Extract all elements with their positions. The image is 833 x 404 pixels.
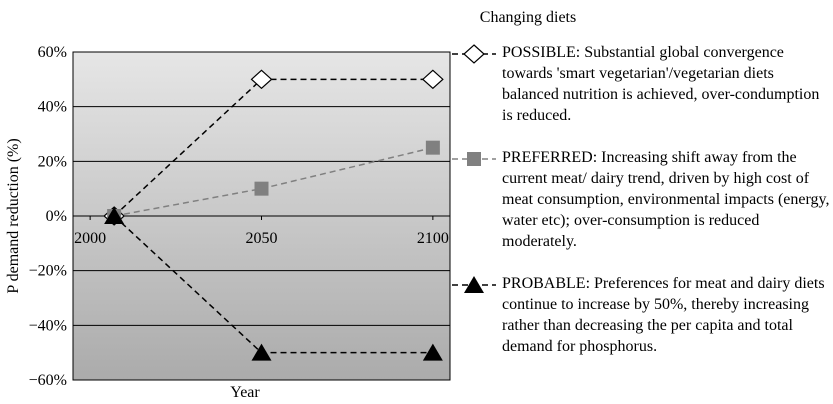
y-tick-label: −60% (29, 372, 67, 389)
marker (425, 140, 440, 155)
marker (421, 69, 444, 90)
x-axis-label: Year (230, 384, 260, 401)
y-tick-label: −40% (29, 317, 67, 334)
marker (464, 276, 484, 293)
marker (467, 152, 481, 166)
y-tick-label: 60% (38, 44, 67, 61)
x-tick-label: 2050 (246, 230, 278, 247)
legend-text: POSSIBLE: Substantial global convergence… (502, 44, 820, 124)
legend-symbol (452, 276, 496, 293)
marker (104, 207, 125, 224)
marker (254, 181, 269, 196)
y-tick-label: 40% (38, 99, 67, 116)
legend-symbol (452, 152, 496, 166)
y-tick-label: 0% (46, 208, 67, 225)
legend-entry: PREFERRED: Increasing shift away from th… (452, 147, 833, 252)
marker (250, 69, 273, 90)
y-tick-label: −20% (29, 263, 67, 280)
chart: Year P demand reduction (%) −60% −40% −20%… (5, 44, 451, 401)
legend-text: PROBABLE: Preferences for meat and dairy… (502, 275, 825, 355)
x-tick-label: 2000 (74, 230, 106, 247)
legend-entry: PROBABLE: Preferences for meat and dairy… (452, 273, 833, 357)
marker (463, 44, 485, 64)
marker (422, 343, 443, 361)
legend-symbol (452, 44, 496, 64)
legend-entry: POSSIBLE: Substantial global convergence… (452, 42, 833, 126)
x-tick-label: 2100 (417, 230, 449, 247)
y-tick-label: 20% (38, 153, 67, 170)
legend: POSSIBLE: Substantial global convergence… (452, 42, 833, 378)
y-axis-label: P demand reduction (%) (5, 138, 22, 293)
chart-title: Changing diets (480, 9, 576, 26)
marker (251, 343, 272, 361)
legend-text: PREFERRED: Increasing shift away from th… (502, 149, 830, 250)
